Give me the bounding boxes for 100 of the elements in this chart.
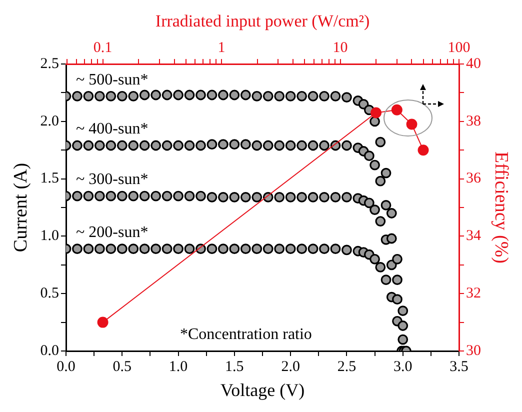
point <box>139 244 150 254</box>
point <box>128 244 139 254</box>
point <box>240 90 251 100</box>
point <box>128 190 139 202</box>
y-axis-title: Current (A) <box>10 162 32 252</box>
point <box>206 90 218 100</box>
point <box>386 233 397 244</box>
point <box>240 244 251 254</box>
point <box>229 192 240 202</box>
point <box>319 244 330 254</box>
point <box>375 136 386 148</box>
point <box>94 140 105 151</box>
point <box>342 140 352 151</box>
point <box>330 244 341 254</box>
point <box>150 90 162 100</box>
point <box>386 208 397 218</box>
point <box>229 244 240 254</box>
x-axis-title: Irradiated input power (W/cm²) <box>155 12 370 31</box>
point <box>342 244 352 256</box>
x-tick-label: 2.0 <box>281 358 300 375</box>
point <box>218 244 228 254</box>
y-tick-label: 30 <box>466 342 481 359</box>
point <box>398 320 408 331</box>
point <box>252 192 262 202</box>
point <box>370 254 380 264</box>
point <box>150 140 162 151</box>
point <box>206 192 218 202</box>
point <box>252 90 262 102</box>
x-tick-label: 3.0 <box>393 358 412 375</box>
x-tick-label: 1.0 <box>168 358 188 375</box>
series-label: ~ 400-sun* <box>76 120 148 138</box>
point <box>116 140 128 151</box>
point <box>83 190 94 202</box>
point <box>218 90 228 100</box>
point <box>262 140 274 151</box>
point <box>308 192 318 202</box>
point <box>116 244 128 254</box>
point <box>262 244 274 254</box>
point <box>72 140 82 151</box>
y-tick-label: 0.0 <box>40 342 59 359</box>
point <box>72 244 82 254</box>
y-tick-label: 40 <box>466 56 481 72</box>
point <box>370 116 380 127</box>
point <box>83 140 94 151</box>
point <box>139 140 150 151</box>
x-tick-label: 1 <box>218 40 226 56</box>
y-tick-label: 34 <box>466 228 482 244</box>
point <box>274 192 285 202</box>
point <box>296 244 307 254</box>
point <box>375 176 386 186</box>
series-label: ~ 300-sun* <box>76 171 148 188</box>
point <box>364 150 374 162</box>
point <box>308 244 318 254</box>
x-tick-label: 2.5 <box>337 358 356 375</box>
point <box>285 140 296 151</box>
point <box>128 140 139 151</box>
point <box>72 90 82 102</box>
point <box>94 90 105 102</box>
point <box>398 306 408 316</box>
x-axis-title: Voltage (V) <box>220 380 305 400</box>
point <box>83 244 94 254</box>
point <box>218 139 228 150</box>
series-label: ~ 500-sun* <box>76 71 148 88</box>
point <box>274 140 285 151</box>
point <box>375 262 386 272</box>
point <box>364 198 374 208</box>
point <box>206 244 218 254</box>
x-tick-label: 0.1 <box>93 40 112 56</box>
y-tick-label: 32 <box>466 286 481 302</box>
point <box>116 190 128 202</box>
point <box>296 140 307 151</box>
point <box>380 274 392 286</box>
point <box>392 294 402 305</box>
point <box>296 192 307 202</box>
point <box>398 334 408 345</box>
point <box>94 190 105 202</box>
point <box>206 139 218 150</box>
point <box>370 160 380 170</box>
point <box>196 190 206 202</box>
y-tick-label: 38 <box>466 113 481 130</box>
point <box>319 90 330 102</box>
point <box>173 244 184 254</box>
point <box>308 90 318 102</box>
point <box>285 244 296 254</box>
x-tick-label: 3.5 <box>450 358 468 375</box>
point <box>83 90 94 102</box>
point <box>184 140 195 151</box>
point <box>229 90 240 100</box>
point <box>106 244 116 254</box>
point <box>184 190 195 202</box>
point <box>330 90 341 102</box>
point <box>319 140 330 151</box>
point <box>274 244 285 254</box>
point <box>106 90 116 102</box>
point <box>285 192 296 202</box>
point <box>150 244 162 254</box>
point <box>240 192 251 202</box>
annotation: *Concentration ratio <box>180 326 312 343</box>
point <box>173 140 184 151</box>
x-tick-label: 10 <box>332 40 348 56</box>
